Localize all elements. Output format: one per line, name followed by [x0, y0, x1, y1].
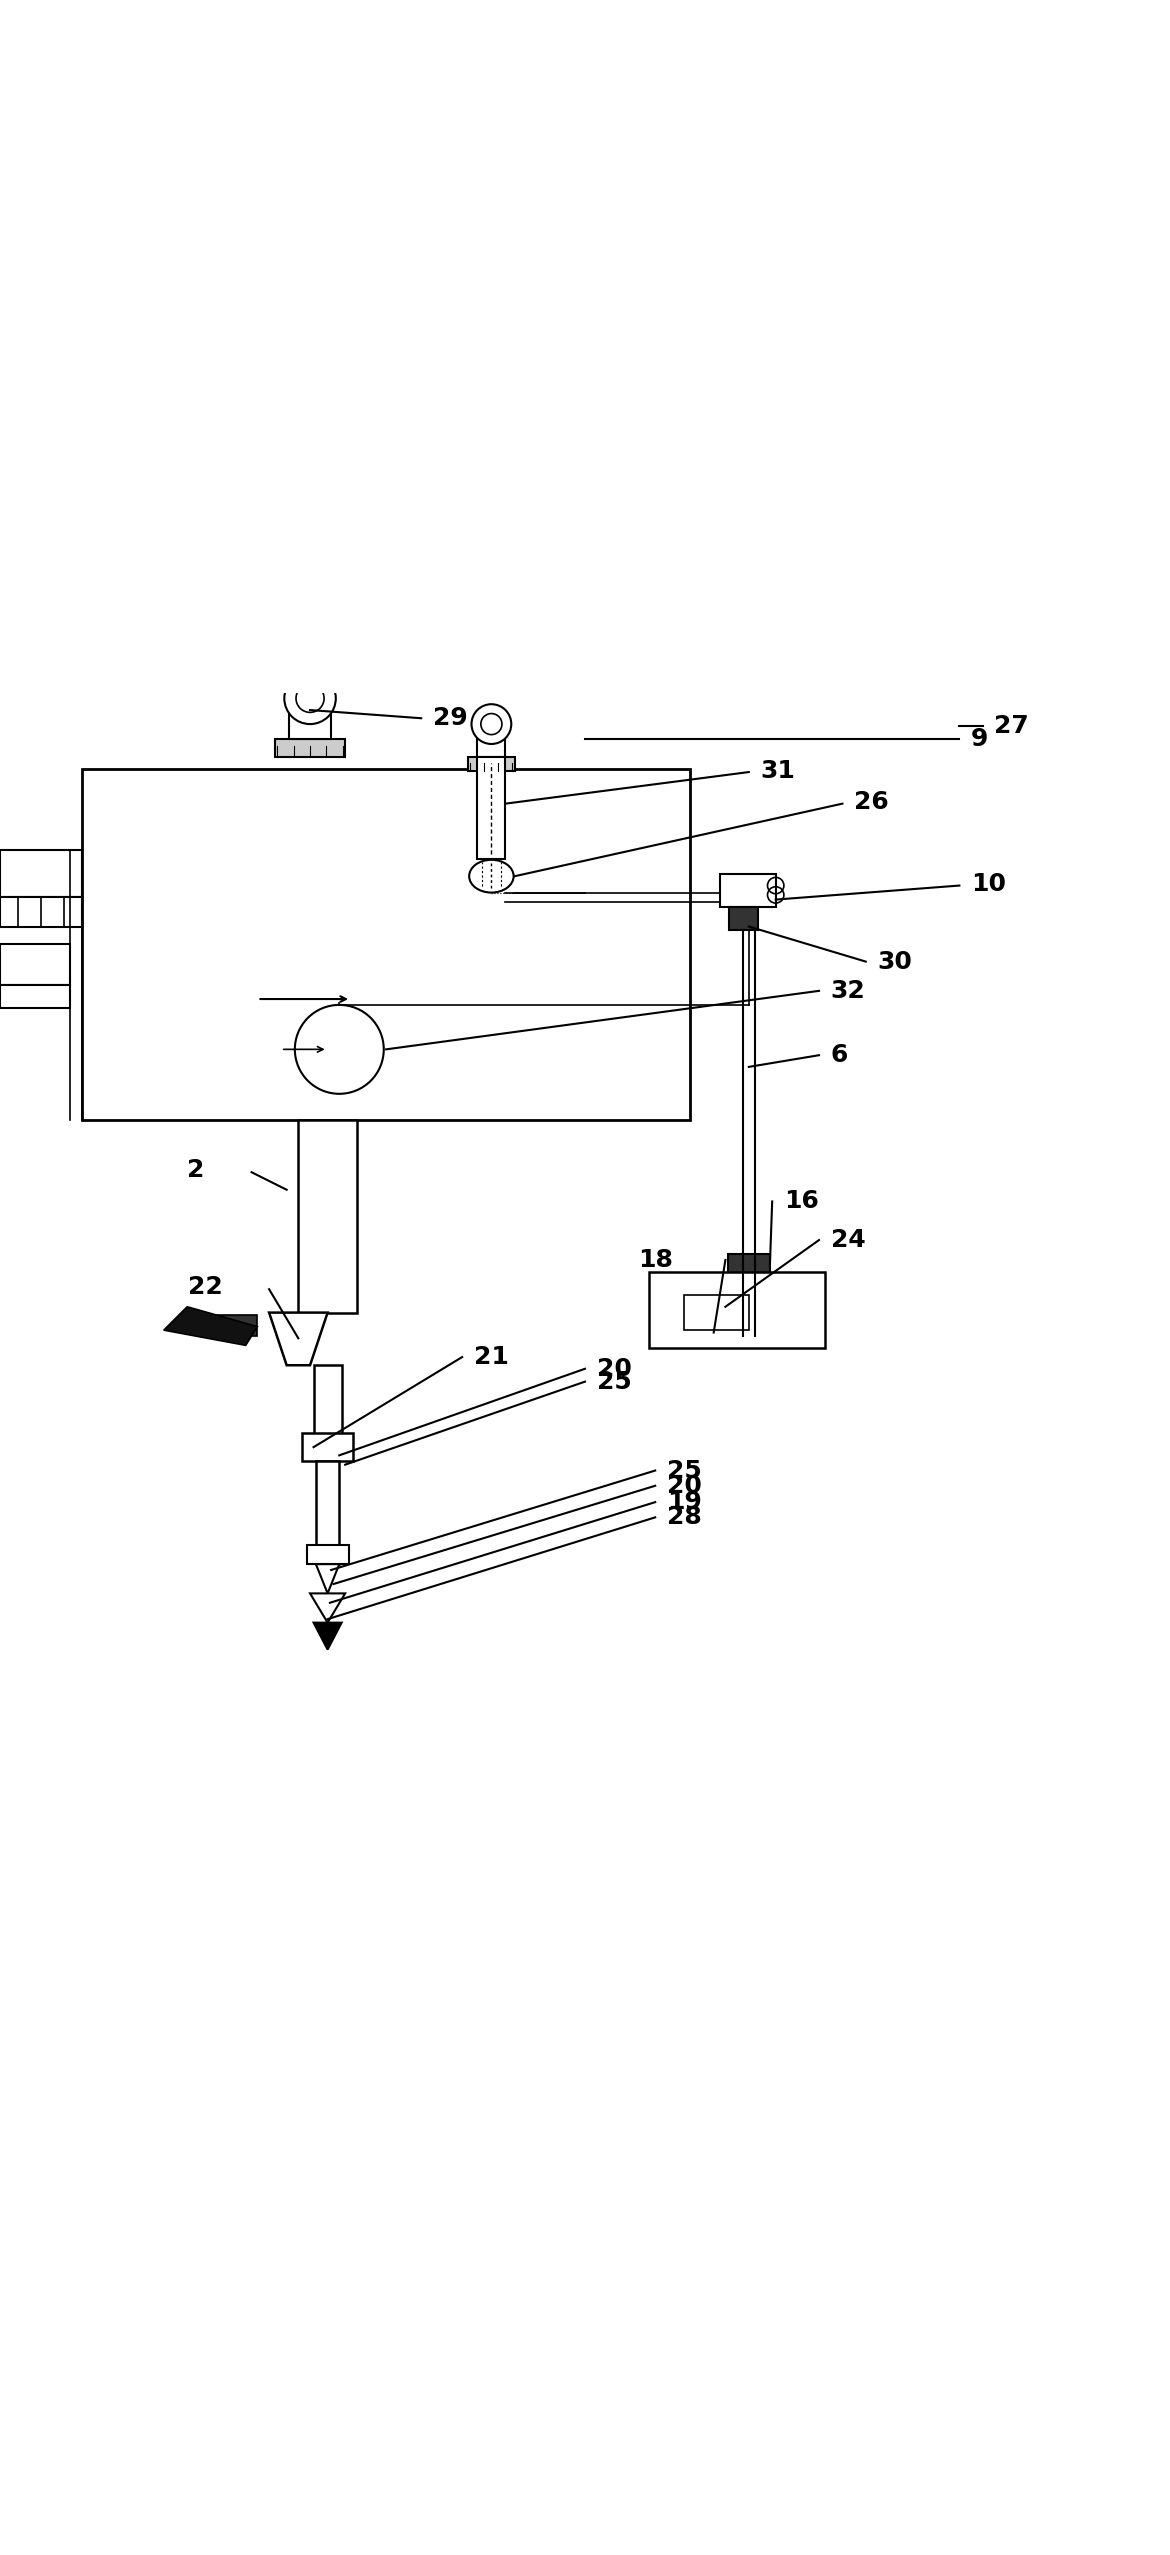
Polygon shape	[310, 1594, 345, 1622]
FancyBboxPatch shape	[477, 756, 505, 858]
Text: 24: 24	[831, 1229, 866, 1252]
FancyBboxPatch shape	[0, 943, 70, 986]
FancyBboxPatch shape	[0, 851, 82, 897]
FancyBboxPatch shape	[316, 1461, 339, 1564]
FancyBboxPatch shape	[307, 1546, 349, 1564]
Text: 9: 9	[971, 728, 989, 751]
FancyBboxPatch shape	[275, 738, 345, 756]
FancyBboxPatch shape	[735, 1278, 763, 1290]
FancyBboxPatch shape	[82, 769, 690, 1119]
Text: 10: 10	[971, 871, 1006, 897]
Ellipse shape	[469, 861, 514, 892]
Circle shape	[472, 705, 511, 744]
Text: 2: 2	[187, 1157, 205, 1183]
FancyBboxPatch shape	[211, 1316, 257, 1336]
FancyBboxPatch shape	[0, 897, 82, 927]
Text: 20: 20	[667, 1474, 702, 1497]
Text: 6: 6	[831, 1042, 848, 1068]
Text: 25: 25	[597, 1369, 632, 1392]
Text: 21: 21	[474, 1344, 509, 1369]
FancyBboxPatch shape	[729, 907, 758, 930]
Polygon shape	[164, 1306, 257, 1346]
Text: 25: 25	[667, 1459, 702, 1482]
FancyBboxPatch shape	[468, 756, 515, 772]
Polygon shape	[314, 1622, 342, 1651]
FancyBboxPatch shape	[289, 710, 331, 738]
Text: 31: 31	[760, 759, 796, 782]
Text: 20: 20	[597, 1357, 632, 1380]
Polygon shape	[269, 1313, 328, 1364]
Text: 29: 29	[433, 705, 468, 731]
FancyBboxPatch shape	[684, 1295, 749, 1331]
Text: 19: 19	[667, 1490, 702, 1515]
FancyBboxPatch shape	[720, 874, 776, 907]
Text: 18: 18	[638, 1247, 673, 1272]
FancyBboxPatch shape	[0, 986, 70, 1009]
Text: 30: 30	[878, 950, 913, 973]
Text: 22: 22	[187, 1275, 222, 1298]
Text: 32: 32	[831, 979, 866, 1004]
FancyBboxPatch shape	[298, 1119, 357, 1313]
Text: 26: 26	[854, 789, 889, 815]
FancyBboxPatch shape	[477, 733, 505, 756]
FancyBboxPatch shape	[314, 1364, 342, 1441]
Circle shape	[284, 672, 336, 723]
Polygon shape	[316, 1564, 339, 1594]
FancyBboxPatch shape	[649, 1272, 825, 1346]
FancyBboxPatch shape	[728, 1255, 770, 1278]
FancyBboxPatch shape	[302, 1433, 353, 1461]
Text: 28: 28	[667, 1505, 702, 1530]
Text: 16: 16	[784, 1191, 819, 1214]
Text: 27: 27	[994, 715, 1030, 738]
